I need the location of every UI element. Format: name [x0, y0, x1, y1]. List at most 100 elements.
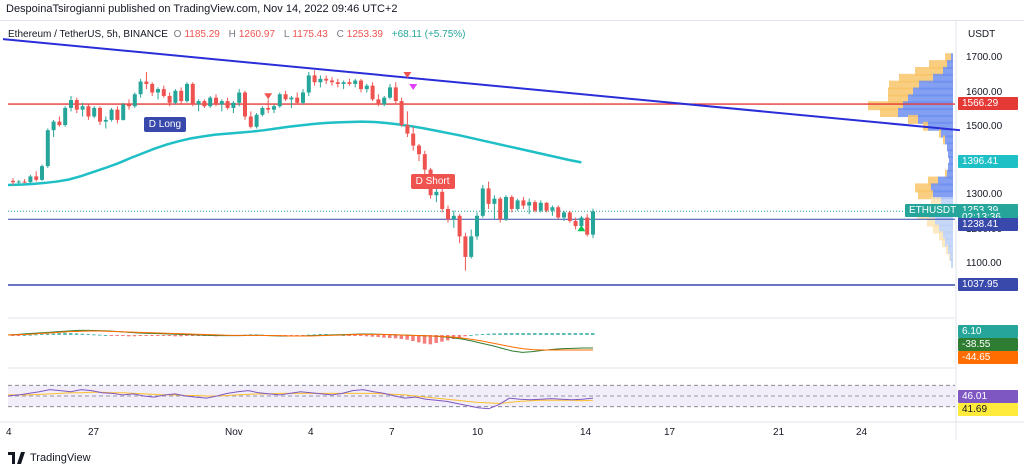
volume-profile-up-bar	[941, 128, 953, 138]
candle-body	[591, 211, 595, 235]
candle-body	[243, 92, 247, 117]
volume-profile-up-bar	[913, 87, 953, 97]
candle-body	[562, 212, 566, 218]
candle-body	[196, 101, 201, 105]
macd-histogram-bar	[370, 335, 375, 337]
volume-profile-down-bar	[933, 224, 939, 234]
y-axis-tick-label: 1100.00	[966, 257, 1002, 269]
candle-body	[330, 80, 334, 83]
candle-body	[98, 107, 102, 122]
candle-body	[341, 82, 346, 84]
macd-histogram-bar	[28, 334, 32, 336]
candle-body	[11, 180, 15, 183]
candle-body	[567, 212, 572, 221]
candle-body	[550, 207, 555, 211]
candle-body	[301, 92, 305, 103]
macd-histogram-bar	[527, 333, 531, 335]
open-label: O	[173, 29, 182, 40]
macd-histogram-bar	[11, 335, 15, 336]
macd-histogram-bar	[63, 332, 67, 335]
volume-profile-up-bar	[947, 142, 953, 152]
macd-histogram-bar	[109, 335, 114, 336]
volume-profile-down-bar	[928, 176, 938, 186]
macd-histogram-bar	[388, 335, 392, 338]
macd-histogram-bar	[376, 335, 380, 337]
macd-histogram-bar	[405, 335, 409, 340]
volume-profile-up-bar	[951, 258, 953, 268]
macd-readout: -44.65	[958, 351, 1018, 364]
volume-profile-up-bar	[908, 94, 953, 104]
rsi-readout: 41.69	[958, 403, 1018, 416]
candle-body	[103, 119, 108, 122]
macd-histogram-bar	[144, 335, 148, 336]
volume-profile-down-bar	[945, 169, 947, 179]
candle-body	[57, 121, 62, 126]
macd-histogram-bar	[115, 335, 119, 336]
macd-histogram-bar	[34, 334, 38, 336]
macd-histogram-bar	[341, 335, 346, 336]
volume-profile-down-bar	[899, 73, 933, 83]
symbol-tag: ETHUSDT	[905, 204, 961, 218]
macd-histogram-bar	[103, 335, 108, 336]
y-axis-tick-label: 1300.00	[966, 189, 1003, 201]
sell-signal-icon	[264, 93, 273, 100]
low-value: 1175.43	[292, 29, 328, 40]
open-value: 1185.29	[184, 29, 220, 40]
volume-profile-up-bar	[945, 135, 953, 145]
candle-body	[370, 85, 375, 100]
symbol-info-line[interactable]: Ethereum / TetherUS, 5h, BINANCE O 1185.2…	[8, 29, 469, 40]
volume-profile-up-bar	[947, 169, 953, 179]
high-value: 1260.97	[238, 29, 276, 40]
candle-body	[312, 75, 317, 83]
volume-profile-down-bar	[942, 238, 945, 248]
volume-profile-up-bar	[933, 73, 953, 83]
volume-profile-up-bar	[948, 245, 953, 255]
macd-histogram-bar	[179, 335, 183, 337]
candle-body	[463, 236, 468, 257]
macd-histogram-bar	[132, 335, 137, 337]
macd-histogram-bar	[428, 335, 433, 345]
candle-body	[422, 154, 427, 170]
volume-profile-up-bar	[928, 121, 953, 131]
price-tag: 1037.95	[958, 278, 1018, 291]
x-axis-tick-label: 4	[6, 427, 12, 438]
chart-frame[interactable]	[0, 20, 1024, 452]
candle-body	[260, 107, 265, 115]
macd-histogram-bar	[69, 333, 73, 335]
macd-histogram-bar	[399, 335, 404, 339]
candle-body	[353, 80, 358, 84]
macd-histogram-bar	[550, 333, 554, 335]
macd-histogram-bar	[161, 335, 166, 336]
candle-body	[335, 82, 340, 84]
ohlc-close: C 1253.39	[337, 29, 386, 40]
candle-body	[318, 78, 323, 83]
volume-profile-up-bar	[938, 176, 953, 186]
macd-histogram-bar	[480, 334, 485, 335]
macd-histogram-bar	[486, 333, 491, 335]
macd-histogram-bar	[16, 335, 21, 336]
candle-body	[248, 116, 253, 127]
sell-signal-icon	[409, 83, 418, 90]
symbol-name[interactable]: Ethereum / TetherUS, 5h, BINANCE	[8, 29, 168, 40]
volume-profile-up-bar	[943, 231, 953, 241]
candle-body	[289, 97, 294, 100]
macd-histogram-bar	[382, 335, 386, 338]
macd-histogram-bar	[422, 335, 427, 344]
change-value: +68.11 (+5.75%)	[391, 29, 466, 40]
sell-signal-icon	[403, 71, 412, 78]
moving-average-line	[7, 120, 582, 187]
candle-body	[109, 109, 114, 120]
candle-body	[359, 80, 363, 90]
volume-profile-up-bar	[949, 156, 953, 166]
candle-body	[509, 196, 514, 209]
candle-body	[28, 176, 33, 183]
macd-histogram-bar	[393, 335, 398, 339]
candle-body	[364, 85, 369, 90]
macd-histogram-bar	[515, 333, 520, 335]
candle-body	[440, 191, 445, 209]
macd-histogram-bar	[579, 333, 583, 335]
volume-profile-up-bar	[950, 251, 953, 261]
candle-body	[277, 94, 282, 107]
candle-body	[480, 188, 485, 216]
